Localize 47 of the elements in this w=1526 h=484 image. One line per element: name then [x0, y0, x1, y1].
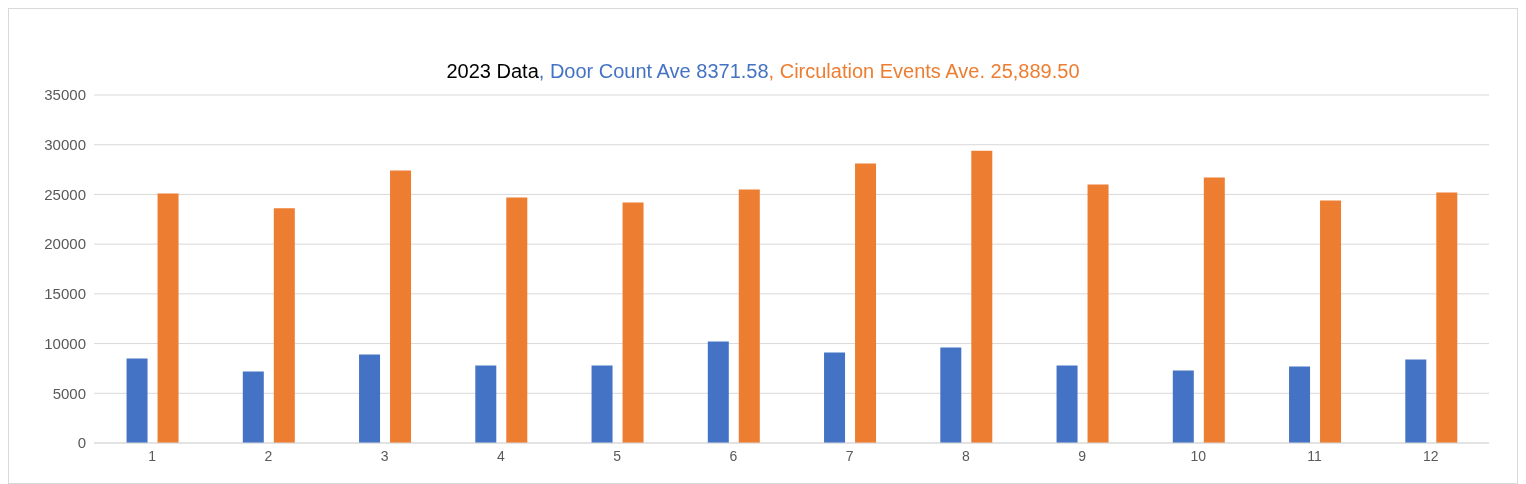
bar — [390, 170, 412, 443]
bar — [707, 341, 729, 443]
bar — [157, 193, 179, 443]
x-tick-label: 3 — [380, 447, 389, 464]
bar — [738, 189, 760, 443]
y-tick-label: 5000 — [52, 384, 86, 402]
x-tick-label: 4 — [496, 447, 505, 464]
chart-title: 2023 Data — [446, 60, 539, 83]
x-tick-label: 10 — [1190, 447, 1207, 464]
y-tick-label: 0 — [77, 434, 86, 452]
y-tick-label: 25000 — [44, 185, 86, 203]
bar — [824, 352, 846, 443]
x-tick-label: 7 — [845, 447, 854, 464]
bar — [855, 163, 877, 443]
text: , Door Count Ave 8371.58 — [538, 60, 769, 83]
bar — [506, 197, 528, 443]
bar — [1436, 192, 1458, 443]
bar — [591, 365, 613, 443]
y-tick-label: 15000 — [44, 285, 86, 303]
text: , Circulation Events Ave. 25,889.50 — [768, 60, 1080, 83]
bar — [359, 354, 381, 443]
bar — [1289, 366, 1311, 443]
bar — [622, 202, 644, 443]
bar — [242, 371, 264, 443]
bar — [1203, 177, 1225, 443]
bar — [1172, 370, 1194, 443]
x-tick-label: 9 — [1078, 447, 1087, 464]
bar — [1087, 184, 1109, 443]
y-tick-label: 20000 — [44, 235, 86, 253]
x-tick-label: 12 — [1423, 447, 1439, 464]
x-tick-label: 11 — [1307, 447, 1323, 464]
x-tick-label: 5 — [613, 447, 622, 464]
bar — [1320, 200, 1342, 443]
x-tick-label: 8 — [961, 447, 970, 464]
bar — [940, 347, 962, 443]
y-tick-label: 10000 — [44, 334, 86, 352]
x-tick-label: 6 — [729, 447, 738, 464]
bar — [971, 150, 993, 443]
x-tick-label: 1 — [148, 447, 157, 464]
bar — [475, 365, 497, 443]
bar — [1405, 359, 1427, 443]
bar — [126, 358, 148, 443]
y-tick-label: 30000 — [44, 136, 86, 154]
x-tick-label: 2 — [264, 447, 273, 464]
y-tick-label: 35000 — [44, 86, 86, 104]
bar — [1056, 365, 1078, 443]
bar — [273, 208, 295, 443]
